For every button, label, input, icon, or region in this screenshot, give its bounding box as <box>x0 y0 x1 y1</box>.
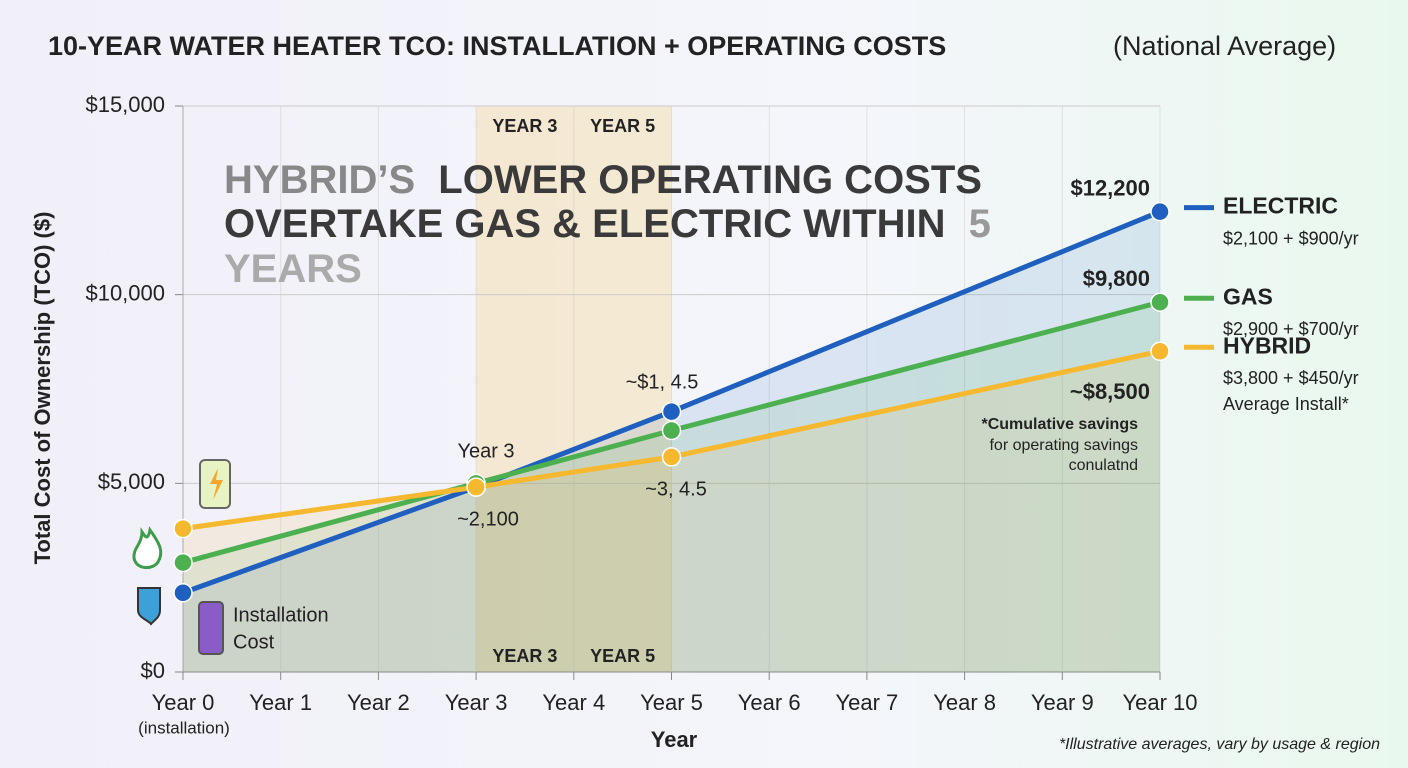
legend-label: HYBRID <box>1223 332 1311 358</box>
chart-subtitle: (National Average) <box>1113 31 1336 61</box>
annotation: ~$1, 4.5 <box>626 371 699 393</box>
series-line <box>182 209 1161 596</box>
annotation: *Cumulative savings <box>982 416 1139 433</box>
y-tick-label: $10,000 <box>85 280 165 305</box>
data-point <box>173 518 193 539</box>
x-tick-label: Year 3 <box>445 690 508 715</box>
plot-back <box>175 105 1161 680</box>
series-area <box>183 211 1160 673</box>
legend-label: ELECTRIC <box>1223 193 1338 219</box>
value-label: $9,800 <box>1083 266 1150 291</box>
icons <box>132 459 231 655</box>
legend-note: $3,800 + $450/yr <box>1223 368 1359 388</box>
annotation: for operating savings <box>989 437 1138 454</box>
y-tick-label: $5,000 <box>98 469 165 494</box>
value-label: ~$8,500 <box>1070 379 1150 404</box>
x-tick-label: Year 6 <box>738 690 801 715</box>
y-tick-label: $15,000 <box>85 92 165 117</box>
annotation: Year 3 <box>457 440 514 462</box>
bolt <box>210 468 223 500</box>
headline-part: LOWER OPERATING COSTS <box>438 158 982 202</box>
legend-label: GAS <box>1223 283 1273 309</box>
highlight-label: YEAR 5 <box>590 116 655 136</box>
headline: HYBRID’S LOWER OPERATING COSTS OVERTAKE … <box>224 158 1002 291</box>
headline-part: HYBRID’S <box>224 158 415 202</box>
legend-note: $2,900 + $700/yr <box>1223 319 1359 339</box>
legend-note: Average Install* <box>1223 394 1349 414</box>
headline-part: YEARS <box>224 247 362 291</box>
data-point <box>1150 292 1170 312</box>
annotations: Year 3 ~2,100 ~$1, 4.5 ~3, 4.5 *Cumulati… <box>233 371 1138 653</box>
highlight-label: YEAR 3 <box>492 646 557 666</box>
legend-note: $2,100 + $900/yr <box>1223 228 1359 248</box>
data-point <box>173 583 193 603</box>
x-tick-label: Year 2 <box>347 690 410 715</box>
annotation: ~3, 4.5 <box>645 478 707 500</box>
series-line <box>182 348 1161 532</box>
series-area <box>183 351 1160 672</box>
x-tick-label: Year 8 <box>933 690 996 715</box>
data-point <box>173 552 193 573</box>
highlight-label: YEAR 5 <box>590 646 655 666</box>
data-point <box>1150 341 1170 362</box>
x-tick-label: Year 4 <box>542 690 605 715</box>
x-tick-label: Year 5 <box>640 690 703 715</box>
series-area <box>183 302 1160 672</box>
annotation: Cost <box>233 631 275 653</box>
x-tick-label: Year 10 <box>1122 690 1197 715</box>
plot-front: YEAR 3 YEAR 3 YEAR 5 YEAR 5 $0 $5,000 $10,000 $… <box>85 92 1358 715</box>
x-axis-label: Year <box>651 727 698 752</box>
x-tick-label: Year 0 <box>152 690 215 715</box>
footnote: *Illustrative averages, vary by usage & … <box>1059 736 1380 753</box>
annotation: Installation <box>233 604 329 626</box>
y-axis-label: Total Cost of Ownership (TCO) ($) <box>30 212 55 565</box>
data-point <box>1150 201 1170 222</box>
annotation: conulatnd <box>1069 457 1138 474</box>
data-point <box>466 477 486 497</box>
data-point <box>661 447 682 467</box>
data-point <box>661 420 682 441</box>
x-sublabel: (installation) <box>138 718 230 737</box>
value-label: $12,200 <box>1070 175 1150 200</box>
headline-part: OVERTAKE GAS & ELECTRIC WITHIN <box>224 202 945 246</box>
heater-icon <box>198 601 224 655</box>
highlight-label: YEAR 3 <box>492 116 557 136</box>
data-point <box>661 401 682 422</box>
headline-part: 5 <box>969 202 991 246</box>
chart-title: 10-YEAR WATER HEATER TCO: INSTALLATION +… <box>48 31 946 61</box>
annotation: ~2,100 <box>457 508 519 530</box>
y-tick-label: $0 <box>141 658 165 683</box>
x-tick-label: Year 9 <box>1031 690 1094 715</box>
series-line <box>182 299 1161 565</box>
flame-icon <box>132 526 163 569</box>
x-tick-label: Year 1 <box>249 690 312 715</box>
plug-icon <box>137 587 161 626</box>
x-tick-label: Year 7 <box>835 690 898 715</box>
